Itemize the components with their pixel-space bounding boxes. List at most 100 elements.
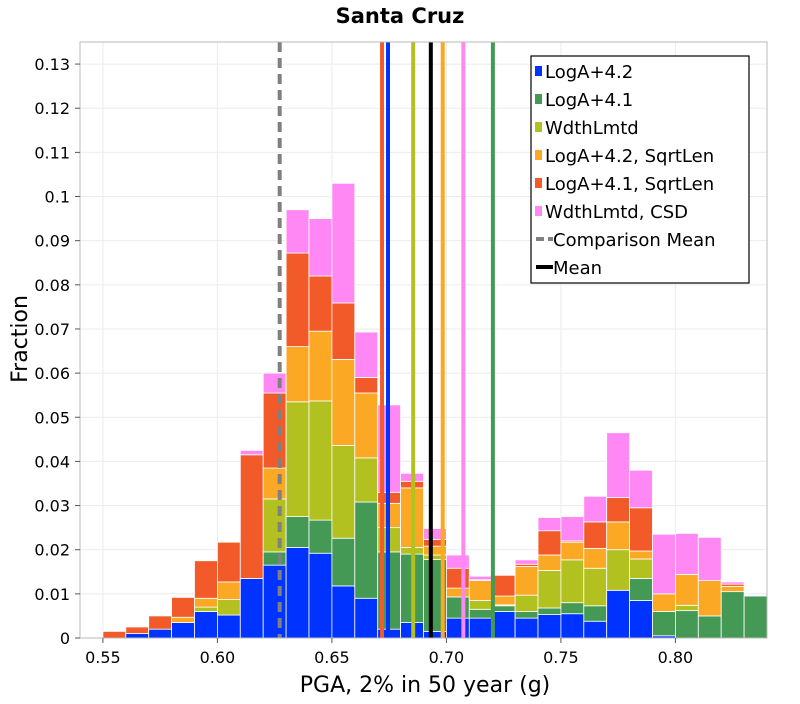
bar-segment-loga-4-1-sqrtlen (216, 541, 241, 583)
x-axis: 0.55 0.60 0.65 0.70 0.75 0.80 (85, 638, 693, 667)
bar-segment-loga-4-2 (560, 613, 585, 639)
bar-segment-loga-4-2 (331, 585, 356, 639)
bar-segment-wdthlmtd-csd (583, 495, 608, 523)
bar-segment-loga-4-1-sqrtlen (445, 567, 470, 589)
x-tick-label: 0.70 (429, 648, 465, 667)
bar-segment-wdthlmtd (629, 558, 653, 579)
legend: LogA+4.2 LogA+4.1 WdthLmtd LogA+4.2, SqrtLe… (530, 55, 750, 284)
bar-segment-loga-4-1 (629, 578, 653, 601)
bar-segment-wdthlmtd-csd (537, 517, 562, 532)
y-tick-label: 0.11 (34, 143, 70, 162)
y-tick-label: 0.1 (45, 188, 70, 207)
bar-segment-wdthlmtd-csd (697, 536, 722, 582)
bar-segment-loga-4-1-sqrtlen (125, 626, 150, 634)
bar-segment-loga-4-1 (720, 591, 745, 639)
bar-segment-loga-4-1-sqrtlen (148, 615, 172, 630)
legend-swatch-loga-4-1-sqrtlen (535, 178, 542, 188)
bar-segment-loga-4-2-sqrtlen (331, 359, 356, 446)
bar-segment-wdthlmtd-csd (331, 182, 356, 304)
bar-segment-loga-4-2-sqrtlen (468, 580, 493, 601)
bar-segment-loga-4-1 (491, 605, 516, 612)
bar-segment-loga-4-1 (537, 607, 562, 616)
bar-segment-loga-4-1 (445, 596, 470, 619)
bar-segment-loga-4-1-sqrtlen (331, 302, 356, 360)
legend-label-mean: Mean (553, 258, 602, 279)
bar-segment-loga-4-1-sqrtlen (583, 521, 608, 549)
bar-segment-loga-4-1-sqrtlen (262, 392, 287, 469)
bar-segment-wdthlmtd-csd (675, 532, 699, 575)
bar-segment-loga-4-2-sqrtlen (583, 547, 608, 569)
mean-lines (277, 42, 495, 638)
bar-segment-wdthlmtd (308, 400, 333, 521)
y-tick-label: 0.13 (34, 55, 70, 74)
bar-segment-loga-4-2-sqrtlen (629, 550, 653, 560)
plot-frame (79, 41, 768, 639)
bar-segment-wdthlmtd (606, 549, 631, 591)
bar-segment-loga-4-2-sqrtlen (675, 574, 699, 606)
y-tick-label: 0.03 (34, 497, 70, 516)
legend-label-loga-4-2: LogA+4.2 (545, 62, 633, 83)
bar-segment-wdthlmtd (675, 604, 699, 612)
bar-segment-loga-4-2-sqrtlen (514, 566, 539, 596)
bar-segment-wdthlmtd (194, 606, 218, 612)
bar-segment-loga-4-2 (194, 611, 218, 639)
bar-segment-loga-4-2 (262, 564, 287, 639)
legend-swatch-loga-4-1 (535, 94, 542, 104)
y-axis-label: Fraction (8, 295, 33, 383)
bar-segment-loga-4-1-sqrtlen (171, 596, 195, 618)
bar-segment-loga-4-1 (675, 610, 699, 639)
bar-segment-loga-4-1-sqrtlen (354, 377, 379, 394)
legend-label-loga-4-1-sqrtlen: LogA+4.1, SqrtLen (545, 174, 714, 195)
bar-segment-loga-4-1 (697, 615, 722, 639)
y-tick-label: 0.04 (34, 452, 70, 471)
y-tick-label: 0.01 (34, 585, 70, 604)
bar-segment-loga-4-2-sqrtlen (606, 521, 631, 551)
x-tick-label: 0.55 (85, 648, 121, 667)
bar-segment-wdthlmtd-csd (720, 581, 745, 585)
x-tick-label: 0.65 (314, 648, 350, 667)
bar-segment-loga-4-2 (468, 617, 493, 639)
bar-segment-loga-4-2-sqrtlen (560, 541, 585, 561)
bar-segment-loga-4-1-sqrtlen (194, 560, 218, 599)
legend-label-comparison-mean: Comparison Mean (553, 230, 716, 251)
bar-segment-loga-4-2 (285, 547, 310, 639)
bar-segment-loga-4-2 (537, 614, 562, 639)
bar-segment-wdthlmtd (354, 457, 379, 503)
y-axis: 0 0.01 0.02 0.03 0.04 0.05 0.06 0.07 0.08 0.09 0.1… (34, 55, 80, 648)
bar-segment-loga-4-1 (262, 551, 287, 566)
bar-segment-loga-4-2 (491, 611, 516, 639)
y-tick-label: 0.12 (34, 99, 70, 118)
bar-segment-loga-4-1-sqrtlen (629, 507, 653, 552)
bar-segment-wdthlmtd (537, 570, 562, 609)
bar-segment-loga-4-2 (308, 552, 333, 639)
x-axis-label: PGA, 2% in 50 year (g) (300, 673, 551, 698)
bar-segment-wdthlmtd (583, 567, 608, 607)
bar-segment-wdthlmtd-csd (354, 331, 379, 378)
legend-label-loga-4-1: LogA+4.1 (545, 90, 633, 111)
legend-swatch-loga-4-2 (535, 66, 542, 76)
bar-segment-loga-4-1 (285, 516, 310, 548)
bar-segment-wdthlmtd-csd (629, 469, 653, 509)
bar-segment-wdthlmtd (216, 599, 241, 616)
y-tick-label: 0.05 (34, 408, 70, 427)
legend-swatch-loga-4-2-sqrtlen (535, 150, 542, 160)
y-tick-label: 0 (60, 629, 70, 648)
bar-segment-loga-4-1 (514, 611, 539, 619)
bar-segment-loga-4-2 (445, 617, 470, 639)
x-tick-label: 0.75 (543, 648, 579, 667)
bar-segment-loga-4-1-sqrtlen (491, 574, 516, 597)
bar-segment-loga-4-2-sqrtlen (308, 330, 333, 402)
bar-segment-loga-4-1-sqrtlen (308, 275, 333, 332)
bar-segment-loga-4-2-sqrtlen (697, 580, 722, 617)
bar-segment-loga-4-2-sqrtlen (216, 581, 241, 600)
bar-segment-loga-4-2-sqrtlen (285, 346, 310, 403)
bar-segment-loga-4-1-sqrtlen (285, 252, 310, 348)
bar-segment-loga-4-1 (583, 605, 608, 622)
bar-segment-loga-4-1-sqrtlen (239, 454, 264, 579)
chart-title: Santa Cruz (336, 4, 465, 28)
bar-segment-wdthlmtd-csd (423, 528, 447, 540)
legend-label-wdthlmtd-csd: WdthLmtd, CSD (545, 202, 688, 223)
bar-segment-loga-4-1 (331, 537, 356, 587)
